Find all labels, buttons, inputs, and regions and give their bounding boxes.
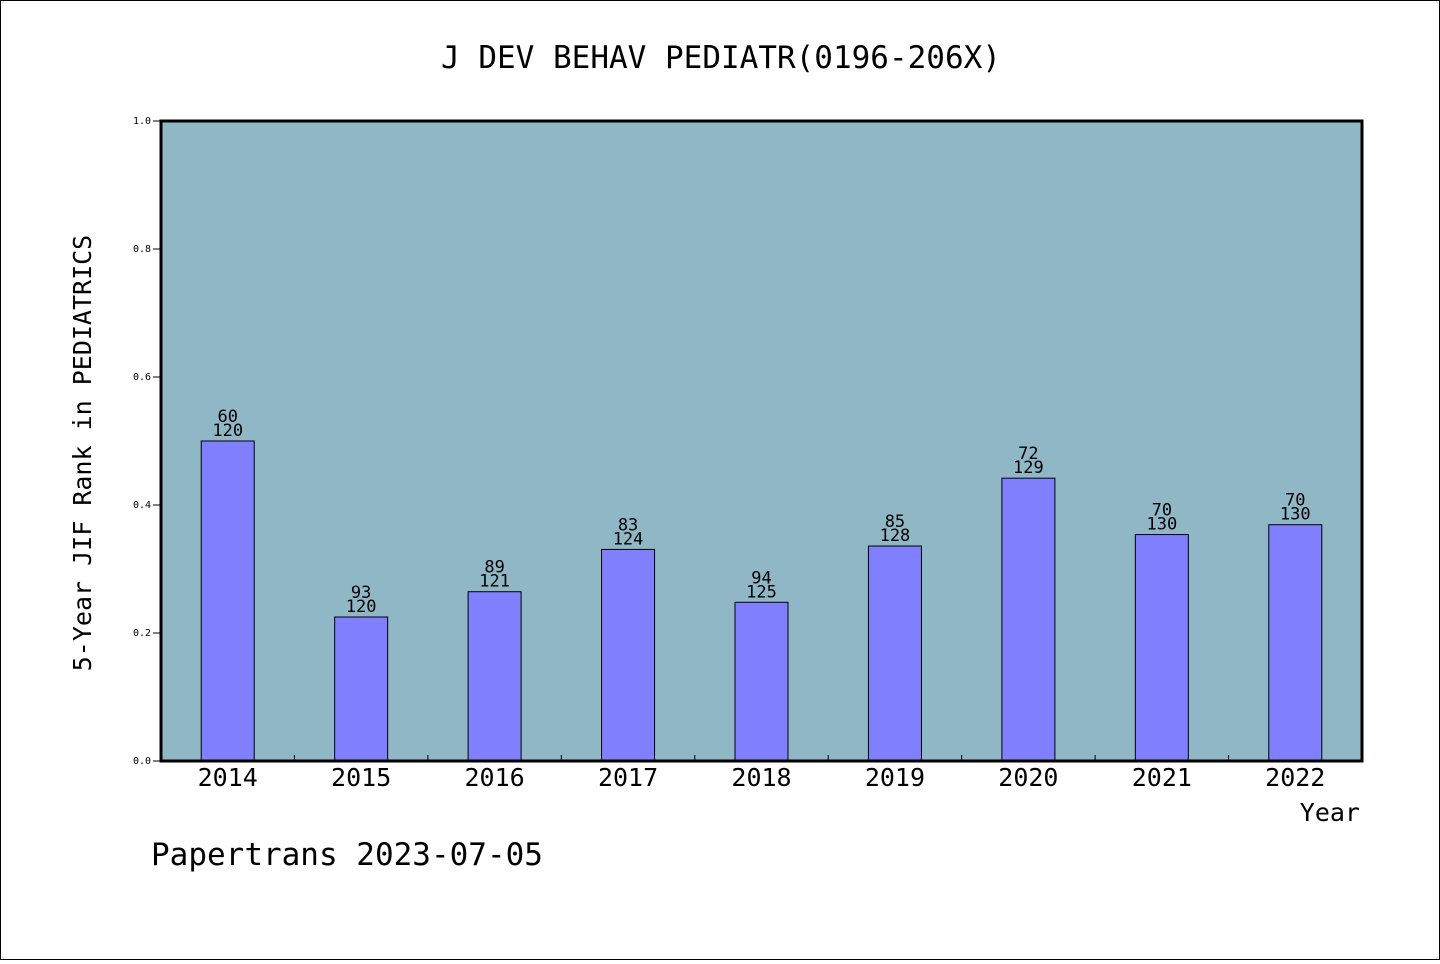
bar-2018: [734, 601, 789, 762]
x-tick-label: 2015: [331, 763, 391, 792]
y-axis: 0.0 0.2 0.4 0.6 0.8 1.0: [133, 116, 161, 767]
bar-total-label: 125: [746, 582, 777, 602]
x-tick-label: 2022: [1265, 763, 1325, 792]
bar-rank-label: 72: [1018, 444, 1038, 464]
bar-total-label: 130: [1280, 505, 1311, 525]
bar-2015: [334, 616, 389, 762]
bar-total-label: 124: [613, 529, 644, 549]
x-axis-label: Year: [1300, 798, 1360, 827]
bar-rank-label: 83: [618, 515, 638, 535]
bars-layer: [200, 440, 1323, 762]
bar-2014: [200, 440, 255, 762]
y-tick-label: 0.0: [133, 756, 151, 767]
chart-title: J DEV BEHAV PEDIATR(0196-206X): [441, 40, 1001, 76]
bar-total-label: 128: [880, 526, 911, 546]
bar-total-label: 120: [212, 421, 243, 441]
bar-total-label: 130: [1146, 515, 1177, 535]
y-tick-label: 0.2: [133, 628, 151, 639]
x-tick-label: 2019: [865, 763, 925, 792]
y-tick-label: 0.8: [133, 244, 151, 255]
x-tick-label: 2014: [198, 763, 258, 792]
bar-rank-label: 89: [484, 558, 504, 578]
x-tick-label: 2018: [731, 763, 791, 792]
bar-2017: [601, 548, 656, 762]
bar-total-label: 129: [1013, 458, 1044, 478]
y-tick-label: 0.6: [133, 372, 151, 383]
bar-2021: [1134, 534, 1189, 762]
bar-rank-label: 60: [217, 407, 237, 427]
y-tick-label: 1.0: [133, 116, 151, 127]
bar-rank-label: 70: [1152, 501, 1172, 521]
y-axis-label: 5-Year JIF Rank in PEDIATRICS: [68, 235, 97, 672]
footer-text: Papertrans 2023-07-05: [151, 837, 543, 873]
x-tick-label: 2017: [598, 763, 658, 792]
bar-2022: [1268, 524, 1323, 762]
bar-rank-label: 93: [351, 583, 371, 603]
bar-total-label: 121: [479, 572, 510, 592]
x-tick-label: 2020: [998, 763, 1058, 792]
bar-rank-label: 85: [885, 512, 905, 532]
x-tick-label: 2016: [465, 763, 525, 792]
plot-frame: [159, 119, 1364, 763]
bar-2019: [867, 545, 922, 762]
bar-labels-layer: 6012093120891218312494125851287212970130…: [212, 407, 1310, 617]
x-tick-label: 2021: [1132, 763, 1192, 792]
x-axis: 2014 2015 2016 2017 2018 2019 2020 2021 2022: [198, 755, 1325, 792]
bar-2020: [1001, 477, 1056, 762]
bar-total-label: 120: [346, 597, 377, 617]
y-tick-label: 0.4: [133, 500, 151, 511]
bar-rank-label: 94: [751, 568, 771, 588]
bar-rank-label: 70: [1285, 491, 1305, 511]
bar-2016: [467, 591, 522, 762]
